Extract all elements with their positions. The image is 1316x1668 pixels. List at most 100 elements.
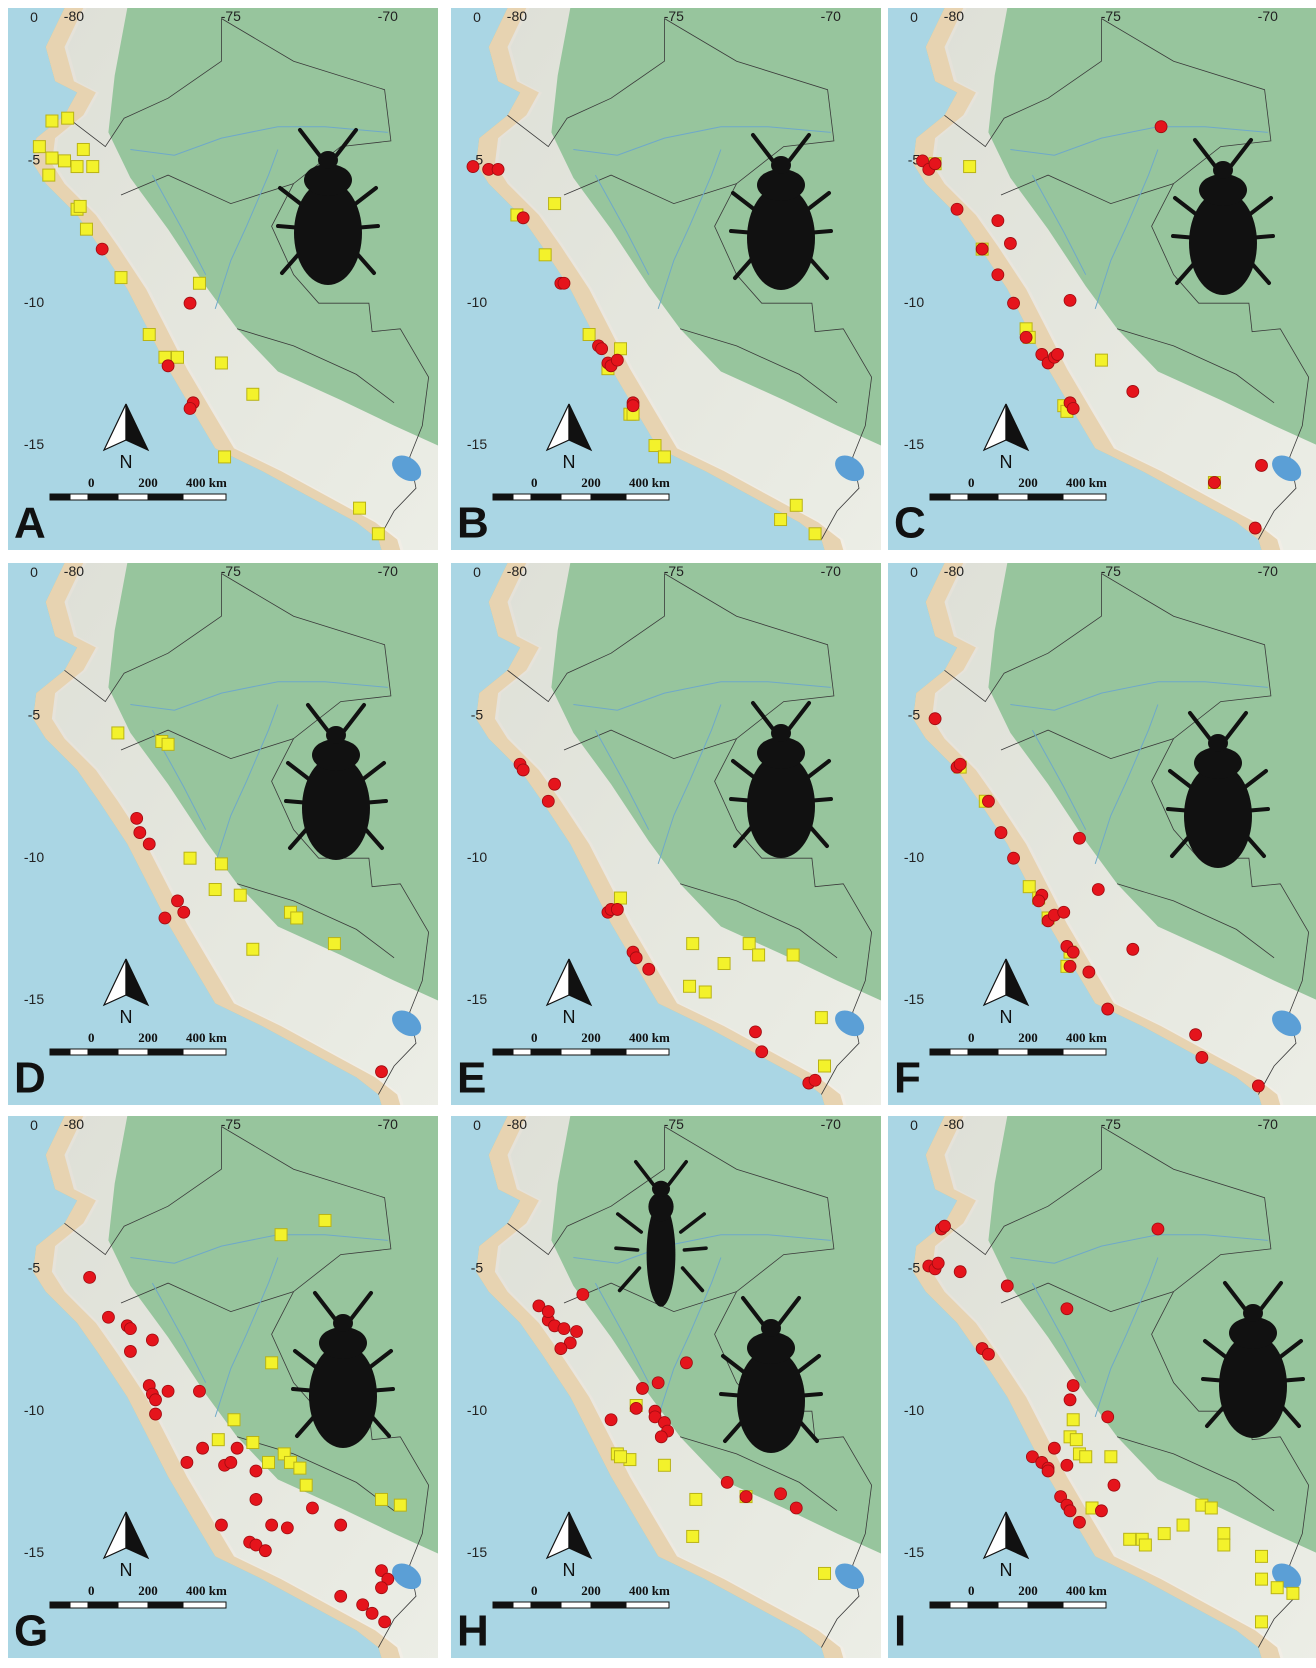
yellow-square-record: [614, 1451, 626, 1463]
scale-bar-segment: [1063, 1602, 1106, 1608]
red-circle-record: [577, 1288, 589, 1300]
red-circle-record: [124, 1323, 136, 1335]
yellow-square-record: [372, 528, 384, 540]
scale-label: 400 km: [1066, 1583, 1107, 1598]
scale-bar-segment: [998, 494, 1028, 500]
red-circle-record: [1008, 852, 1020, 864]
red-circle-record: [178, 906, 190, 918]
beetle-head: [1208, 734, 1228, 752]
beetle-head: [333, 1314, 353, 1332]
scale-bar-segment: [1028, 494, 1063, 500]
red-circle-record: [1008, 297, 1020, 309]
yellow-square-record: [193, 277, 205, 289]
yellow-square-record: [115, 272, 127, 284]
red-circle-record: [1252, 1080, 1264, 1092]
longitude-label: -75: [664, 1116, 684, 1132]
yellow-square-record: [87, 161, 99, 173]
latitude-label: 0: [473, 1117, 481, 1133]
red-circle-record: [1095, 1505, 1107, 1517]
yellow-square-record: [658, 1459, 670, 1471]
red-circle-record: [1067, 946, 1079, 958]
red-circle-record: [1102, 1411, 1114, 1423]
latitude-label: -15: [904, 436, 924, 452]
yellow-square-record: [171, 351, 183, 363]
scale-bar-segment: [50, 494, 70, 500]
yellow-square-record: [209, 884, 221, 896]
yellow-square-record: [112, 727, 124, 739]
yellow-square-record: [291, 912, 303, 924]
scale-bar-segment: [626, 1049, 669, 1055]
scale-bar-segment: [493, 494, 513, 500]
scale-bar-segment: [50, 1049, 70, 1055]
yellow-square-record: [1256, 1616, 1268, 1628]
red-circle-record: [951, 203, 963, 215]
longitude-label: -70: [1258, 563, 1278, 579]
scale-bar-segment: [531, 494, 561, 500]
scale-bar-segment: [591, 1602, 626, 1608]
red-circle-record: [259, 1545, 271, 1557]
panel-label: C: [894, 499, 926, 548]
yellow-square-record: [1067, 1414, 1079, 1426]
map-layer: [888, 563, 1316, 1105]
longitude-label: -80: [507, 1116, 527, 1132]
red-circle-record: [542, 1306, 554, 1318]
scale-bar-segment: [118, 494, 148, 500]
red-circle-record: [215, 1519, 227, 1531]
scale-bar-segment: [513, 1602, 531, 1608]
red-circle-record: [1001, 1280, 1013, 1292]
red-circle-record: [281, 1522, 293, 1534]
red-circle-record: [1083, 966, 1095, 978]
red-circle-record: [159, 912, 171, 924]
yellow-square-record: [74, 200, 86, 212]
beetle-leg: [616, 1248, 638, 1250]
scale-bar-segment: [998, 1602, 1028, 1608]
scale-label: 200: [138, 475, 158, 490]
scale-bar-segment: [118, 1602, 148, 1608]
red-circle-record: [740, 1491, 752, 1503]
red-circle-record: [611, 354, 623, 366]
longitude-label: -80: [64, 8, 84, 24]
scale-label: 0: [531, 475, 538, 490]
scale-bar-segment: [183, 1049, 226, 1055]
yellow-square-record: [614, 343, 626, 355]
map-layer: [451, 8, 881, 550]
scale-bar-segment: [70, 494, 88, 500]
yellow-square-record: [684, 980, 696, 992]
yellow-square-record: [583, 329, 595, 341]
red-circle-record: [652, 1377, 664, 1389]
yellow-square-record: [184, 852, 196, 864]
red-circle-record: [467, 161, 479, 173]
red-circle-record: [982, 795, 994, 807]
longitude-label: -70: [821, 8, 841, 24]
yellow-square-record: [819, 1567, 831, 1579]
yellow-square-record: [1095, 354, 1107, 366]
scale-bar-segment: [88, 1049, 118, 1055]
scale-bar-segment: [513, 1049, 531, 1055]
yellow-square-record: [815, 1012, 827, 1024]
longitude-label: -75: [221, 8, 241, 24]
yellow-square-record: [46, 152, 58, 164]
yellow-square-record: [1080, 1451, 1092, 1463]
beetle-head: [1243, 1304, 1263, 1322]
map-layer: [888, 8, 1316, 550]
panel-label: E: [457, 1054, 486, 1103]
red-circle-record: [1092, 884, 1104, 896]
longitude-label: -70: [378, 1116, 398, 1132]
red-circle-record: [1064, 294, 1076, 306]
red-circle-record: [193, 1385, 205, 1397]
red-circle-record: [1208, 477, 1220, 489]
scale-bar-segment: [968, 1602, 998, 1608]
longitude-label: -80: [507, 563, 527, 579]
beetle-body: [747, 754, 815, 858]
longitude-label: -70: [1258, 8, 1278, 24]
beetle-head: [761, 1319, 781, 1337]
yellow-square-record: [753, 949, 765, 961]
red-circle-record: [1020, 331, 1032, 343]
red-circle-record: [982, 1348, 994, 1360]
yellow-square-record: [43, 169, 55, 181]
red-circle-record: [929, 158, 941, 170]
latitude-label: -15: [24, 1544, 44, 1560]
red-circle-record: [162, 1385, 174, 1397]
yellow-square-record: [1218, 1539, 1230, 1551]
latitude-label: -5: [908, 1260, 921, 1276]
